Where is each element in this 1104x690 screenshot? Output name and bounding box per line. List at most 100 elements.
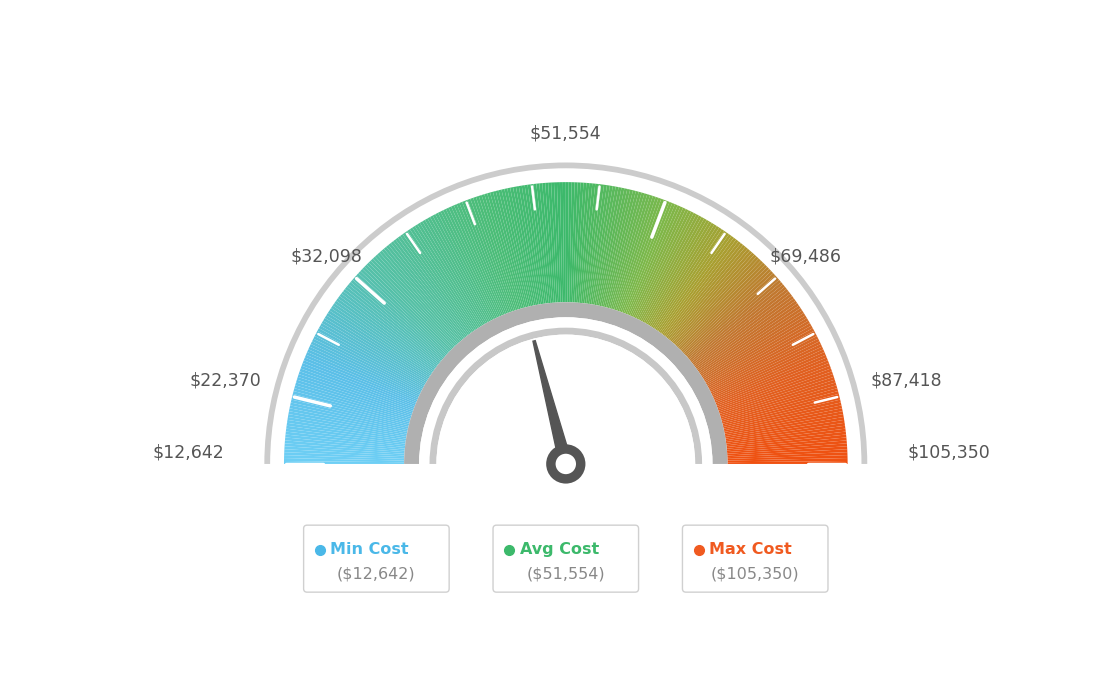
Wedge shape	[284, 449, 404, 457]
Wedge shape	[711, 339, 819, 393]
Wedge shape	[678, 261, 763, 348]
Wedge shape	[542, 183, 554, 303]
Wedge shape	[452, 206, 501, 316]
Text: $32,098: $32,098	[290, 247, 362, 265]
Wedge shape	[617, 197, 658, 311]
Wedge shape	[689, 282, 783, 361]
Polygon shape	[242, 464, 890, 690]
Wedge shape	[601, 189, 630, 306]
Wedge shape	[309, 344, 420, 397]
Wedge shape	[567, 182, 572, 302]
Wedge shape	[705, 320, 810, 383]
Wedge shape	[688, 280, 781, 359]
Text: ($51,554): ($51,554)	[527, 566, 605, 581]
Wedge shape	[586, 184, 604, 304]
Wedge shape	[519, 186, 541, 304]
Wedge shape	[720, 380, 836, 417]
Wedge shape	[728, 455, 848, 460]
Wedge shape	[285, 443, 404, 454]
Wedge shape	[380, 250, 460, 343]
Wedge shape	[347, 284, 442, 362]
Wedge shape	[665, 241, 741, 337]
Wedge shape	[304, 357, 416, 404]
Wedge shape	[697, 298, 796, 371]
Wedge shape	[492, 191, 526, 308]
Wedge shape	[300, 366, 414, 409]
Wedge shape	[711, 342, 820, 395]
Wedge shape	[448, 206, 500, 317]
Wedge shape	[651, 224, 716, 328]
Wedge shape	[703, 315, 807, 380]
Wedge shape	[627, 203, 675, 315]
Wedge shape	[619, 198, 661, 312]
Wedge shape	[420, 317, 712, 464]
Wedge shape	[288, 411, 407, 435]
Wedge shape	[594, 186, 618, 305]
Text: Max Cost: Max Cost	[709, 542, 792, 557]
Wedge shape	[293, 391, 410, 424]
Wedge shape	[718, 366, 831, 409]
Wedge shape	[716, 360, 829, 406]
Wedge shape	[640, 214, 699, 322]
Wedge shape	[360, 269, 449, 353]
Wedge shape	[290, 400, 408, 428]
Wedge shape	[690, 284, 785, 362]
Wedge shape	[720, 377, 835, 415]
Wedge shape	[327, 313, 429, 379]
Wedge shape	[700, 306, 800, 375]
Wedge shape	[545, 183, 555, 303]
Wedge shape	[284, 461, 404, 464]
Wedge shape	[433, 214, 491, 322]
Wedge shape	[286, 428, 405, 445]
Wedge shape	[285, 446, 404, 455]
Text: $51,554: $51,554	[530, 125, 602, 143]
Text: $12,642: $12,642	[152, 444, 224, 462]
Wedge shape	[587, 185, 607, 304]
Wedge shape	[593, 186, 616, 305]
Wedge shape	[425, 219, 487, 324]
Wedge shape	[305, 355, 416, 403]
FancyBboxPatch shape	[493, 525, 638, 592]
Wedge shape	[554, 182, 561, 302]
Wedge shape	[614, 195, 652, 310]
Wedge shape	[389, 243, 466, 338]
Wedge shape	[638, 212, 693, 320]
Wedge shape	[505, 188, 532, 306]
Wedge shape	[635, 209, 689, 318]
Wedge shape	[682, 269, 772, 353]
Wedge shape	[524, 185, 544, 304]
Text: Min Cost: Min Cost	[330, 542, 408, 557]
Wedge shape	[723, 402, 841, 431]
Wedge shape	[722, 388, 838, 422]
Wedge shape	[325, 315, 428, 380]
Wedge shape	[289, 405, 407, 432]
Text: Avg Cost: Avg Cost	[520, 542, 598, 557]
Wedge shape	[371, 259, 455, 347]
Wedge shape	[604, 190, 636, 307]
Text: $69,486: $69,486	[769, 247, 841, 265]
Wedge shape	[539, 183, 552, 303]
Wedge shape	[299, 368, 414, 411]
Wedge shape	[670, 248, 750, 342]
Wedge shape	[581, 184, 595, 303]
Wedge shape	[386, 245, 464, 339]
Text: ($105,350): ($105,350)	[711, 566, 799, 581]
Wedge shape	[287, 420, 406, 440]
Wedge shape	[285, 435, 405, 448]
Wedge shape	[264, 162, 868, 464]
Wedge shape	[343, 289, 439, 365]
Wedge shape	[725, 423, 845, 442]
Wedge shape	[340, 293, 437, 368]
Wedge shape	[702, 313, 805, 379]
Wedge shape	[548, 183, 558, 303]
Wedge shape	[338, 296, 436, 369]
Wedge shape	[481, 194, 519, 310]
Wedge shape	[407, 229, 476, 331]
Wedge shape	[726, 426, 846, 444]
Wedge shape	[719, 374, 834, 414]
Wedge shape	[576, 183, 586, 303]
Wedge shape	[412, 226, 479, 328]
Wedge shape	[725, 417, 845, 439]
Wedge shape	[671, 250, 752, 343]
Wedge shape	[715, 355, 827, 403]
